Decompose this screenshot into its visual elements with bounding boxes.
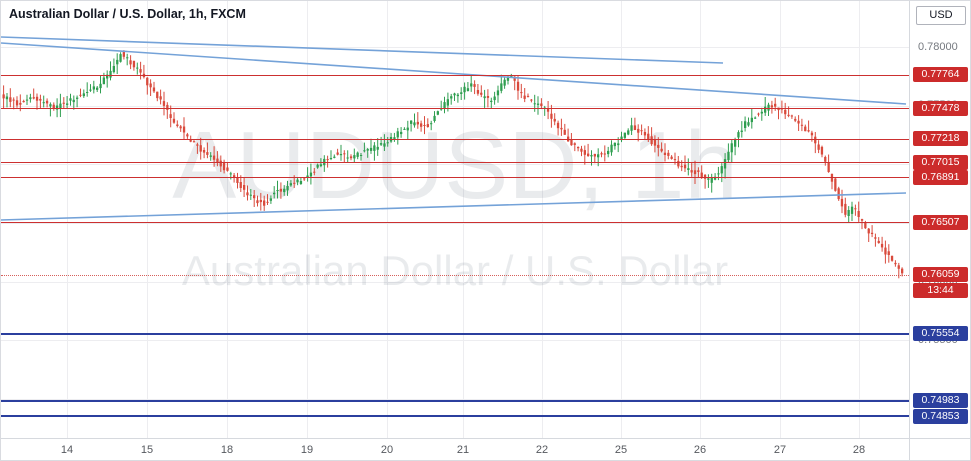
chart-surface[interactable]: AUDUSD, 1h Australian Dollar / U.S. Doll…	[1, 1, 909, 438]
horizontal-gridline	[1, 47, 909, 48]
bar-countdown-badge: 13:44	[913, 282, 968, 298]
horizontal-gridline	[1, 106, 909, 107]
resistance-line[interactable]	[1, 222, 909, 223]
vertical-gridline	[147, 1, 148, 438]
time-axis-label: 22	[535, 444, 549, 456]
time-axis-label: 25	[614, 444, 628, 456]
time-axis-label: 14	[60, 444, 74, 456]
time-axis-label: 27	[773, 444, 787, 456]
axis-corner	[909, 438, 970, 460]
time-axis-label: 19	[300, 444, 314, 456]
vertical-gridline	[542, 1, 543, 438]
support-price-badge: 0.75554	[913, 326, 968, 342]
resistance-line[interactable]	[1, 162, 909, 163]
currency-toggle-button[interactable]: USD	[916, 6, 966, 25]
vertical-gridline	[227, 1, 228, 438]
trendline[interactable]	[1, 36, 724, 64]
resistance-price-badge: 0.77478	[913, 100, 968, 116]
trendlines-layer	[1, 36, 907, 221]
horizontal-gridline	[1, 399, 909, 400]
time-axis-label: 28	[852, 444, 866, 456]
candlestick-series	[2, 50, 904, 279]
resistance-line[interactable]	[1, 75, 909, 76]
support-price-badge: 0.74853	[913, 408, 968, 424]
support-price-badge: 0.74983	[913, 393, 968, 409]
vertical-gridline	[859, 1, 860, 438]
resistance-price-badge: 0.76891	[913, 169, 968, 185]
resistance-price-badge: 0.77764	[913, 67, 968, 83]
horizontal-gridline	[1, 340, 909, 341]
resistance-line[interactable]	[1, 139, 909, 140]
support-line[interactable]	[1, 415, 909, 417]
vertical-gridline	[700, 1, 701, 438]
vertical-gridline	[463, 1, 464, 438]
price-axis[interactable]: USD 0.780000.775000.770000.765000.760000…	[909, 1, 970, 438]
vertical-gridline	[67, 1, 68, 438]
horizontal-gridline	[1, 282, 909, 283]
vertical-gridline	[307, 1, 308, 438]
time-axis-label: 18	[220, 444, 234, 456]
resistance-price-badge: 0.77015	[913, 154, 968, 170]
support-line[interactable]	[1, 333, 909, 335]
vertical-gridline	[387, 1, 388, 438]
resistance-line[interactable]	[1, 177, 909, 178]
time-axis-label: 26	[693, 444, 707, 456]
time-axis[interactable]: 14 15 18 19 20 21 22 25 26 27 28	[1, 438, 909, 460]
trendline[interactable]	[1, 192, 907, 221]
time-axis-label: 15	[140, 444, 154, 456]
vertical-gridline	[621, 1, 622, 438]
time-axis-label: 20	[380, 444, 394, 456]
horizontal-gridline	[1, 164, 909, 165]
resistance-price-badge: 0.76507	[913, 214, 968, 230]
price-axis-label: 0.78000	[918, 40, 958, 53]
last-price-badge: 0.76059	[913, 267, 968, 283]
vertical-gridline	[780, 1, 781, 438]
symbol-legend[interactable]: Australian Dollar / U.S. Dollar, 1h, FXC…	[9, 7, 246, 21]
last-price-line	[1, 275, 909, 276]
time-axis-label: 21	[456, 444, 470, 456]
resistance-price-badge: 0.77218	[913, 131, 968, 147]
horizontal-gridline	[1, 223, 909, 224]
resistance-line[interactable]	[1, 108, 909, 109]
support-line[interactable]	[1, 400, 909, 402]
trendline[interactable]	[1, 42, 907, 105]
